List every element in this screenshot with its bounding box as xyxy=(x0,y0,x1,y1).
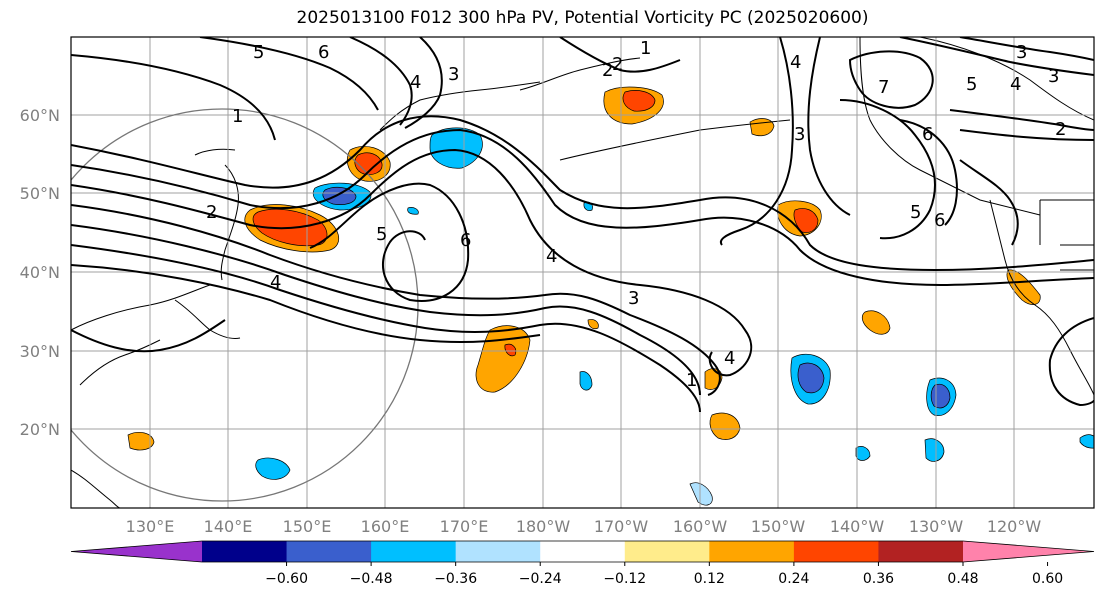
colorbar-segment xyxy=(540,541,626,562)
contour-labels: 5 6 4 3 1 2 3 1 2 4 3 7 5 4 3 2 6 5 6 5 … xyxy=(206,38,1066,391)
contour-label: 6 xyxy=(922,124,933,145)
colorbar-tick-label: −0.60 xyxy=(265,571,308,587)
longitude-labels: 130°E 140°E 150°E 160°E 170°E 180°W 170°… xyxy=(126,517,1042,536)
pv-contours xyxy=(71,37,1094,413)
map-frame xyxy=(70,36,1095,509)
contour-label: 3 xyxy=(1016,42,1027,63)
contour-label: 1 xyxy=(640,38,651,59)
colorbar-segment xyxy=(371,541,457,562)
contour-label: 6 xyxy=(934,210,945,231)
latitude-labels: 60°N 50°N 40°N 30°N 20°N xyxy=(20,106,60,439)
lon-label: 170°E xyxy=(440,517,489,536)
colorbar-segment xyxy=(793,541,879,562)
contour-label: 3 xyxy=(794,124,805,145)
contour-label: 4 xyxy=(410,72,421,93)
lon-label: 120°W xyxy=(987,517,1042,536)
colorbar-tick-label: 0.48 xyxy=(947,571,978,587)
contour-label: 5 xyxy=(910,202,921,223)
lon-label: 180°W xyxy=(516,517,571,536)
map-title: 2025013100 F012 300 hPa PV, Potential Vo… xyxy=(296,8,869,28)
colorbar-extend-min xyxy=(71,541,202,562)
colorbar-tick-label: 0.60 xyxy=(1032,571,1063,587)
colorbar-segment xyxy=(286,541,372,562)
contour-label: 2 xyxy=(612,54,623,75)
colorbar-outline xyxy=(70,540,1095,563)
colorbar-tick-label: −0.36 xyxy=(434,571,477,587)
colorbar-segment xyxy=(202,541,288,562)
colorbar-segment xyxy=(878,541,964,562)
contour-label: 3 xyxy=(628,288,639,309)
lat-label: 30°N xyxy=(20,342,60,361)
range-circle xyxy=(71,108,419,502)
contour-label: 4 xyxy=(1010,74,1021,95)
colorbar: −0.60 −0.48 −0.36 −0.24 −0.12 0.12 0.24 0.36 0.4… xyxy=(70,540,1095,587)
contour-label: 4 xyxy=(790,52,801,73)
contour-label: 5 xyxy=(253,42,264,63)
lat-label: 40°N xyxy=(20,263,60,282)
contour-label: 3 xyxy=(1048,66,1059,87)
lon-label: 170°W xyxy=(594,517,649,536)
contour-label: 1 xyxy=(232,106,243,127)
colorbar-tick-label: −0.12 xyxy=(603,571,646,587)
contour-label: 3 xyxy=(448,64,459,85)
colorbar-tick-label: −0.48 xyxy=(350,571,393,587)
lon-label: 160°E xyxy=(361,517,410,536)
contour-label: 4 xyxy=(546,246,557,267)
colorbar-tick-label: 0.36 xyxy=(863,571,894,587)
contour-label: 6 xyxy=(460,230,471,251)
lon-label: 160°W xyxy=(673,517,728,536)
colorbar-tick-label: −0.24 xyxy=(519,571,562,587)
contour-label: 2 xyxy=(206,202,217,223)
colorbar-segment xyxy=(455,541,541,562)
lat-label: 20°N xyxy=(20,420,60,439)
lat-label: 50°N xyxy=(20,184,60,203)
colorbar-extend-max xyxy=(963,541,1094,562)
contour-label: 2 xyxy=(1055,119,1066,140)
contour-label: 4 xyxy=(270,272,281,293)
colorbar-segment xyxy=(709,541,795,562)
colorbar-segment xyxy=(624,541,710,562)
lon-label: 150°E xyxy=(283,517,332,536)
contour-label: 4 xyxy=(724,348,735,369)
contour-label: 2 xyxy=(602,60,613,81)
lon-label: 130°E xyxy=(126,517,175,536)
colorbar-tick-label: 0.24 xyxy=(778,571,809,587)
lon-label: 140°W xyxy=(830,517,885,536)
lon-label: 150°W xyxy=(751,517,806,536)
lon-label: 140°E xyxy=(204,517,253,536)
lon-label: 130°W xyxy=(909,517,964,536)
graticule xyxy=(71,37,1094,508)
contour-label: 6 xyxy=(318,42,329,63)
contour-label: 5 xyxy=(376,224,387,245)
contour-label: 5 xyxy=(966,74,977,95)
contour-label: 7 xyxy=(878,77,889,98)
lat-label: 60°N xyxy=(20,106,60,125)
colorbar-tick-label: 0.12 xyxy=(694,571,725,587)
contour-label: 1 xyxy=(686,370,697,391)
